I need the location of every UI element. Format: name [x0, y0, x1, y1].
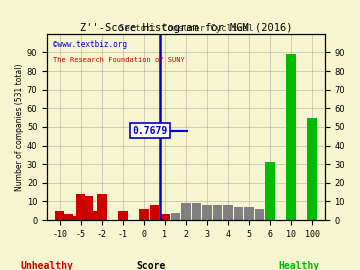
- Bar: [234, 207, 243, 220]
- Bar: [286, 54, 296, 220]
- Bar: [160, 214, 170, 220]
- Bar: [68, 216, 77, 220]
- Text: 0.7679: 0.7679: [132, 126, 168, 136]
- Text: Score: Score: [136, 261, 166, 270]
- Bar: [265, 162, 275, 220]
- Bar: [55, 211, 64, 220]
- Bar: [213, 205, 222, 220]
- Bar: [150, 205, 159, 220]
- Title: Z''-Score Histogram for MGM (2016): Z''-Score Histogram for MGM (2016): [80, 23, 292, 33]
- Text: ©www.textbiz.org: ©www.textbiz.org: [53, 40, 127, 49]
- Bar: [83, 196, 93, 220]
- Bar: [223, 205, 233, 220]
- Bar: [181, 203, 190, 220]
- Bar: [59, 214, 69, 220]
- Text: Sector: Consumer Cyclical: Sector: Consumer Cyclical: [119, 24, 253, 33]
- Bar: [72, 216, 81, 220]
- Bar: [244, 207, 254, 220]
- Bar: [139, 209, 149, 220]
- Bar: [97, 194, 107, 220]
- Text: The Research Foundation of SUNY: The Research Foundation of SUNY: [53, 57, 184, 63]
- Bar: [307, 118, 317, 220]
- Bar: [171, 213, 180, 220]
- Bar: [90, 211, 99, 220]
- Bar: [202, 205, 212, 220]
- Y-axis label: Number of companies (531 total): Number of companies (531 total): [15, 63, 24, 191]
- Bar: [118, 211, 127, 220]
- Bar: [192, 203, 201, 220]
- Bar: [63, 214, 73, 220]
- Text: Unhealthy: Unhealthy: [21, 261, 73, 270]
- Bar: [255, 209, 264, 220]
- Text: Healthy: Healthy: [278, 261, 319, 270]
- Bar: [76, 194, 85, 220]
